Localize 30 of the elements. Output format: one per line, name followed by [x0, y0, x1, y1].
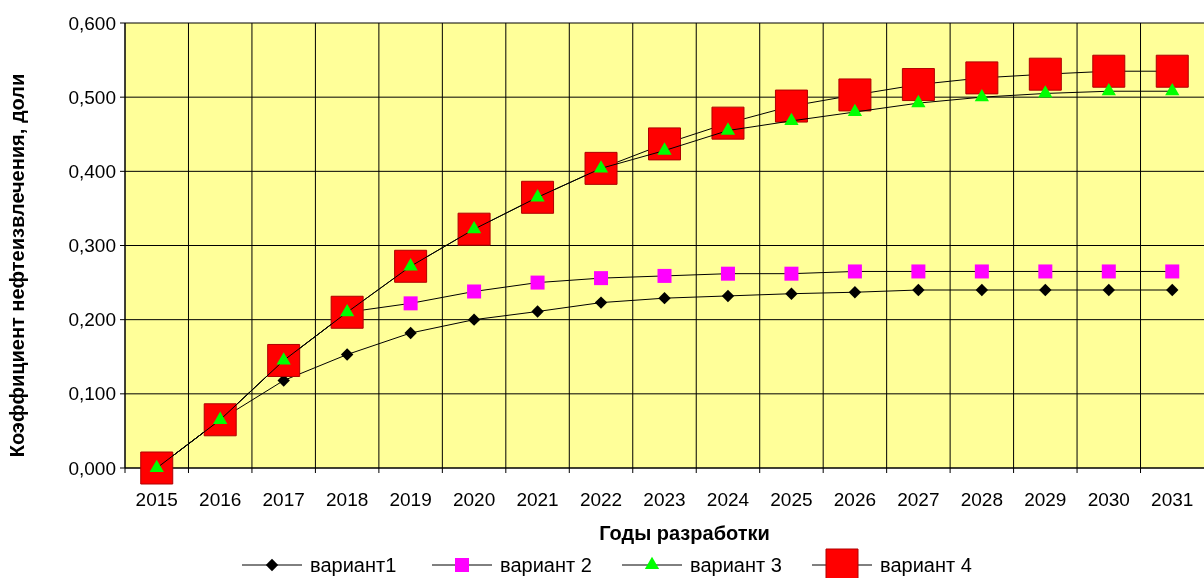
x-tick-label: 2020: [452, 489, 496, 510]
y-tick-label: 0,100: [68, 383, 116, 405]
x-tick-label: 2030: [1087, 489, 1130, 510]
x-tick-label: 2029: [1024, 489, 1067, 510]
y-axis-title: Коэффициент нефтеизвлечения, доли: [6, 73, 28, 458]
x-tick-label: 2016: [199, 489, 242, 510]
x-tick-label: 2024: [706, 489, 750, 510]
y-tick-label: 0,500: [68, 86, 116, 108]
y-tick-label: 0,000: [68, 457, 116, 479]
legend-label: вариант 4: [880, 554, 972, 576]
legend-label: вариант 3: [690, 554, 782, 576]
x-tick-label: 2023: [643, 489, 686, 510]
x-tick-label: 2031: [1151, 489, 1194, 510]
x-tick-label: 2026: [833, 489, 877, 510]
x-tick-label: 2028: [960, 489, 1003, 510]
x-tick-label: 2019: [389, 489, 432, 510]
x-tick-label: 2021: [516, 489, 559, 510]
y-tick-label: 0,600: [68, 12, 116, 34]
x-tick-label: 2017: [262, 489, 305, 510]
x-tick-label: 2022: [579, 489, 623, 510]
x-tick-label: 2018: [326, 489, 369, 510]
x-tick-label: 2025: [770, 489, 813, 510]
y-tick-label: 0,200: [68, 309, 116, 331]
legend-label: вариант1: [310, 554, 397, 576]
x-tick-label: 2027: [897, 489, 940, 510]
x-tick-label: 2015: [135, 489, 178, 510]
x-axis-title: Годы разработки: [599, 522, 770, 544]
y-tick-label: 0,400: [68, 160, 116, 182]
y-tick-label: 0,300: [68, 235, 116, 257]
legend-label: вариант 2: [500, 554, 592, 576]
